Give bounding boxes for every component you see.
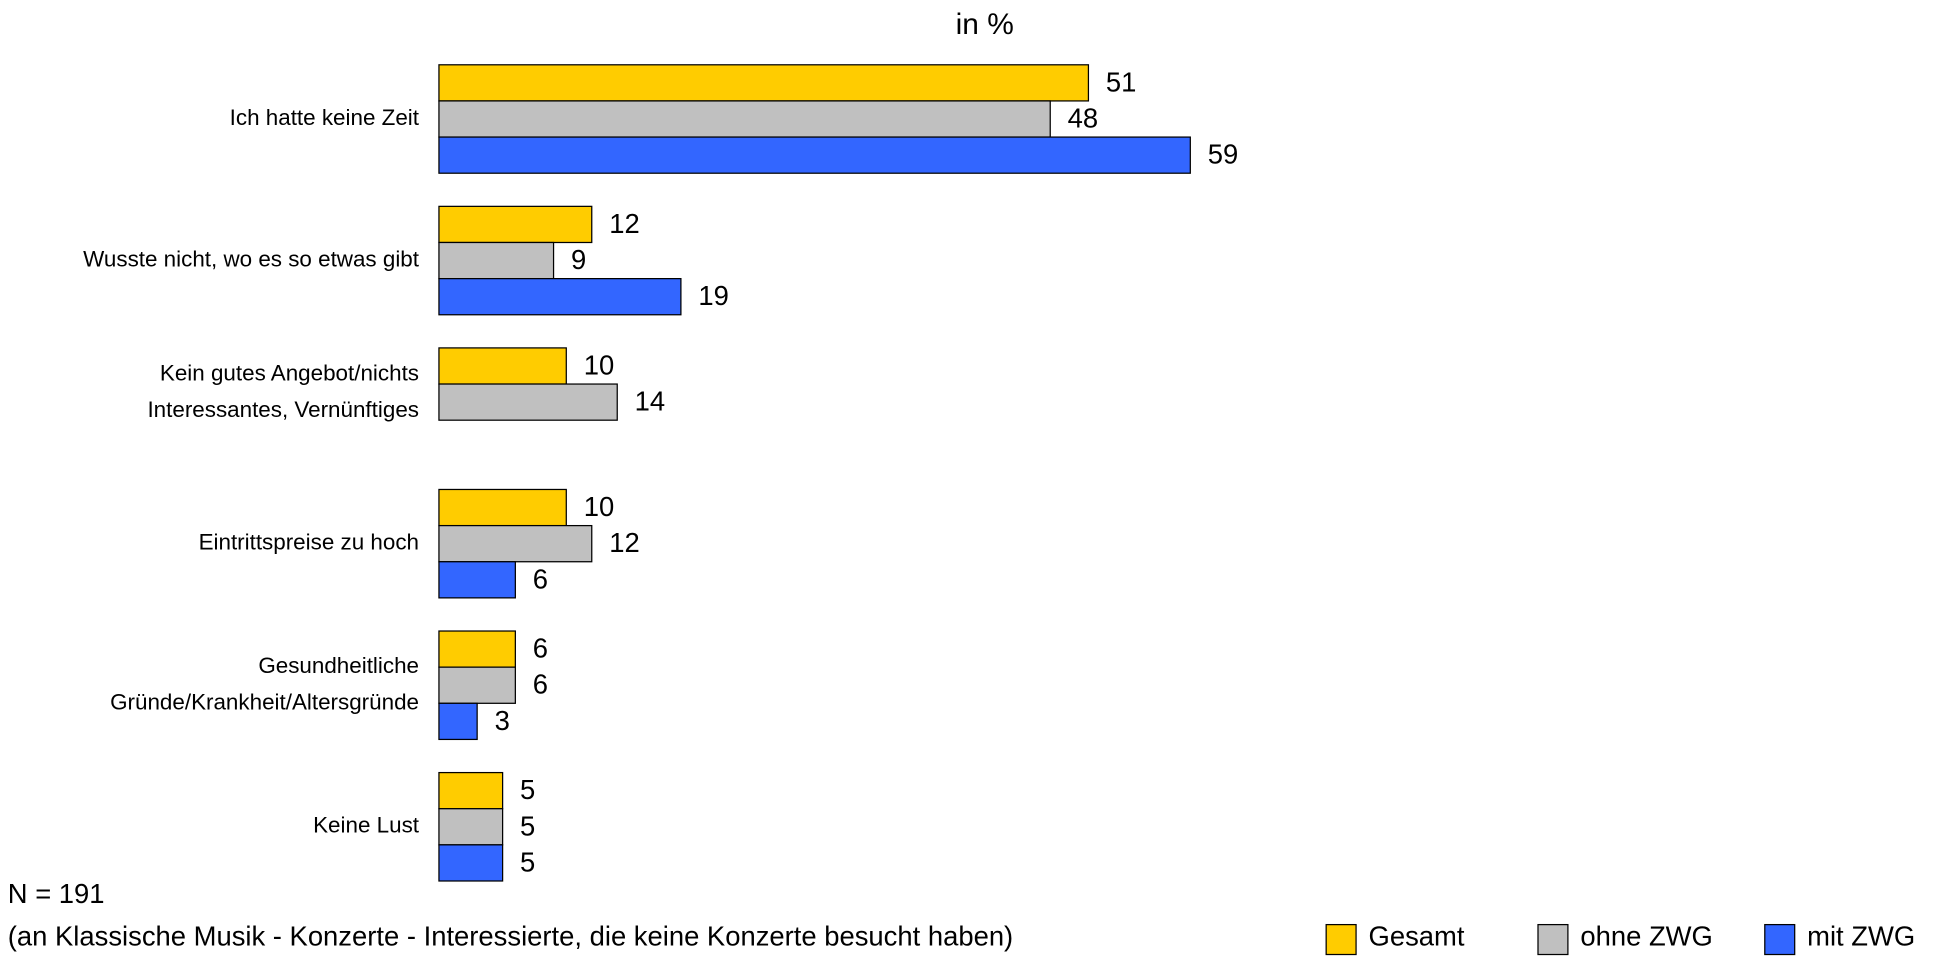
data-label: 12 <box>609 208 639 239</box>
data-label: 12 <box>609 527 639 558</box>
bar <box>438 136 1191 174</box>
data-label: 51 <box>1106 66 1136 97</box>
category-label: Gesundheitliche Gründe/Krankheit/Altersgr… <box>110 653 419 714</box>
bar <box>438 808 504 846</box>
category-label: Keine Lust <box>313 813 420 838</box>
legend-swatch <box>1325 923 1357 956</box>
annotation: N = 191 <box>8 878 105 909</box>
data-label: 5 <box>520 774 535 805</box>
bar <box>438 561 516 599</box>
bar <box>438 844 504 882</box>
bar <box>438 64 1090 102</box>
bar <box>438 488 567 527</box>
data-label: 10 <box>584 349 614 380</box>
bar <box>438 241 555 280</box>
data-label: 9 <box>571 244 586 275</box>
data-label: 6 <box>533 669 548 700</box>
category-label: Ich hatte keine Zeit <box>230 105 420 130</box>
data-label: 5 <box>520 810 535 841</box>
bar <box>438 771 504 810</box>
legend-swatch <box>1537 923 1569 956</box>
data-label: 59 <box>1208 139 1238 170</box>
category-label: Kein gutes Angebot/nichts Interessantes, … <box>147 361 419 422</box>
chart-title: in % <box>956 8 1014 41</box>
bar <box>438 205 593 244</box>
category-label: Eintrittspreise zu hoch <box>199 530 419 555</box>
data-label: 3 <box>495 705 510 736</box>
data-label: 48 <box>1068 102 1098 133</box>
annotation: (an Klassische Musik - Konzerte - Intere… <box>8 921 1013 952</box>
legend-swatch <box>1764 923 1796 956</box>
bar <box>438 630 516 668</box>
data-label: 5 <box>520 846 535 877</box>
data-label: 14 <box>635 386 665 417</box>
legend-label: Gesamt <box>1369 921 1465 952</box>
bar <box>438 383 618 421</box>
data-label: 6 <box>533 563 548 594</box>
legend-label: ohne ZWG <box>1580 921 1713 952</box>
data-label: 10 <box>584 491 614 522</box>
legend-label: mit ZWG <box>1807 921 1915 952</box>
bar <box>438 100 1051 138</box>
bar <box>438 666 516 704</box>
bar <box>438 347 567 385</box>
data-label: 6 <box>533 633 548 664</box>
bar <box>438 524 593 563</box>
bar <box>438 702 478 741</box>
bar <box>438 278 682 316</box>
category-label: Wusste nicht, wo es so etwas gibt <box>83 246 420 271</box>
data-label: 19 <box>698 280 728 311</box>
